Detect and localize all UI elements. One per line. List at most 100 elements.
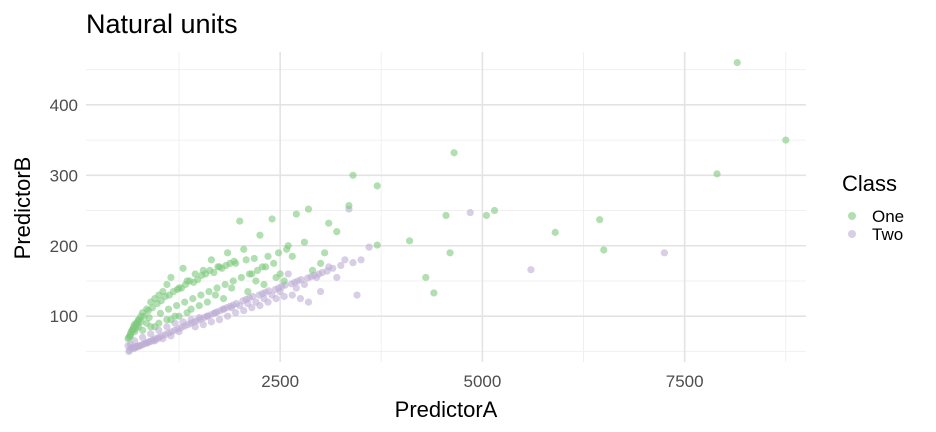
point-one (260, 280, 268, 289)
point-one (244, 287, 252, 296)
point-one (213, 284, 221, 292)
point-two (265, 287, 273, 295)
point-two (280, 292, 288, 301)
y-axis-title: PredictorB (10, 157, 35, 260)
point-one (349, 171, 357, 179)
point-one (252, 277, 260, 285)
point-two (353, 291, 361, 299)
y-tick-label: 200 (50, 237, 78, 256)
x-tick-label: 7500 (666, 372, 704, 391)
point-two (240, 306, 248, 315)
legend-label-one: One (872, 207, 904, 226)
legend: Class One Two (842, 171, 904, 244)
y-tick-label: 400 (50, 96, 78, 115)
point-one (490, 206, 499, 215)
x-tick-label: 5000 (463, 372, 501, 391)
point-one (148, 304, 156, 312)
point-one (179, 264, 187, 272)
point-one (292, 210, 300, 218)
point-one (713, 170, 721, 178)
point-one (274, 249, 283, 257)
point-one (304, 205, 313, 213)
point-two (337, 261, 345, 270)
point-one (197, 291, 205, 299)
point-one (242, 256, 250, 264)
point-one (181, 298, 189, 306)
point-one (145, 314, 153, 322)
point-two (304, 298, 313, 306)
point-two (288, 291, 296, 299)
point-two (199, 321, 207, 329)
point-one (207, 256, 215, 264)
point-two (284, 270, 292, 278)
point-one (321, 249, 329, 257)
point-two (167, 332, 175, 340)
point-one (156, 309, 165, 317)
point-one (211, 291, 220, 299)
point-one (442, 211, 450, 220)
point-one (317, 259, 325, 267)
point-two (296, 294, 304, 303)
point-one (450, 149, 458, 157)
point-one (430, 289, 438, 297)
point-two (264, 298, 272, 306)
point-two (175, 328, 183, 336)
point-one (272, 273, 280, 282)
point-one (551, 228, 559, 236)
point-one (183, 309, 191, 317)
point-two (207, 318, 215, 326)
point-one (373, 182, 381, 190)
point-one (422, 273, 430, 282)
legend-key-one (848, 212, 856, 220)
point-two (249, 292, 257, 301)
point-one (137, 318, 145, 326)
legend-key-two (848, 230, 856, 238)
point-one (203, 298, 211, 306)
y-tick-label: 300 (50, 166, 78, 185)
chart-title: Natural units (86, 9, 238, 39)
point-two (147, 330, 155, 338)
point-one (782, 136, 790, 144)
legend-title: Class (842, 171, 897, 196)
point-two (272, 294, 280, 303)
point-two (357, 256, 365, 264)
point-two (333, 273, 341, 282)
point-one (210, 268, 218, 277)
point-one (264, 252, 272, 260)
point-one (333, 228, 341, 236)
point-two (660, 249, 669, 257)
point-two (232, 299, 241, 308)
point-two (191, 323, 199, 331)
y-tick-label: 100 (50, 307, 78, 326)
point-one (151, 323, 159, 331)
point-one (325, 219, 333, 227)
point-one (132, 322, 140, 330)
point-one (205, 287, 213, 296)
point-one (236, 217, 244, 225)
point-two (256, 302, 264, 310)
point-one (167, 273, 175, 282)
point-two (466, 209, 474, 217)
point-one (189, 294, 197, 303)
point-one (175, 312, 183, 320)
point-two (223, 312, 232, 320)
point-one (283, 245, 291, 253)
minor-gridlines (86, 52, 806, 362)
point-one (308, 266, 317, 275)
point-two (317, 287, 325, 296)
x-axis-tick-labels: 2500 5000 7500 (261, 372, 703, 391)
point-two (323, 267, 331, 275)
point-one (270, 259, 278, 267)
point-one (228, 284, 236, 292)
point-one (230, 257, 238, 265)
point-one (143, 319, 151, 327)
x-axis-title: PredictorA (395, 397, 498, 422)
point-two (329, 264, 337, 272)
point-one (733, 58, 741, 67)
point-one (237, 273, 245, 282)
point-two (365, 243, 373, 251)
point-one (229, 277, 237, 285)
point-two (527, 266, 535, 274)
